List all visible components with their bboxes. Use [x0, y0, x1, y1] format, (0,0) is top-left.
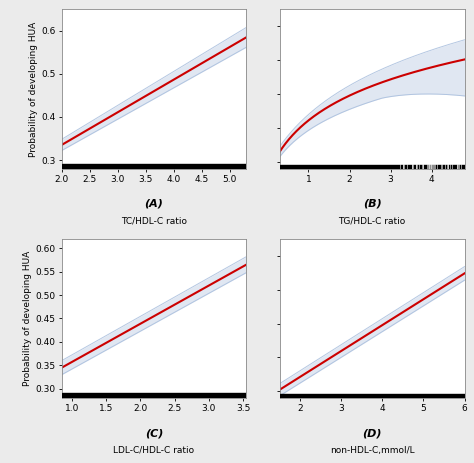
Text: LDL-C/HDL-C ratio: LDL-C/HDL-C ratio	[113, 446, 195, 455]
Bar	[280, 394, 465, 398]
Y-axis label: Probability of developing HUA: Probability of developing HUA	[29, 21, 38, 156]
Bar	[62, 164, 246, 169]
Bar	[280, 165, 465, 169]
Text: (B): (B)	[363, 199, 382, 209]
Text: non-HDL-C,mmol/L: non-HDL-C,mmol/L	[330, 446, 414, 455]
Y-axis label: Probability of developing HUA: Probability of developing HUA	[24, 251, 32, 386]
Text: (C): (C)	[145, 428, 163, 438]
Text: TC/HDL-C ratio: TC/HDL-C ratio	[121, 217, 187, 225]
Text: (A): (A)	[145, 199, 164, 209]
Text: TG/HDL-C ratio: TG/HDL-C ratio	[338, 217, 406, 225]
Text: (D): (D)	[362, 428, 382, 438]
Bar	[62, 394, 246, 398]
